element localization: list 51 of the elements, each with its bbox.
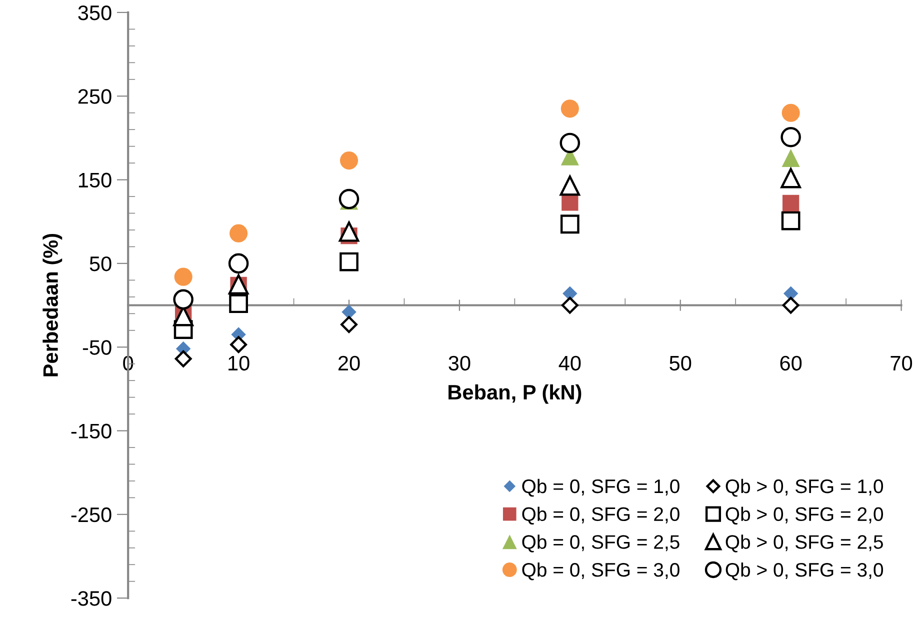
point — [782, 194, 800, 212]
point — [173, 289, 194, 310]
legend-label: Qb = 0, SFG = 3,0 — [522, 562, 680, 580]
x-tick-label: 20 — [338, 356, 360, 371]
point — [230, 336, 248, 354]
point — [174, 350, 192, 368]
legend-label: Qb = 0, SFG = 1,0 — [522, 478, 680, 497]
y-tick-label: -150 — [71, 424, 112, 439]
point — [340, 152, 358, 170]
y-tick-label: -250 — [71, 507, 112, 522]
point — [228, 253, 249, 274]
point — [780, 168, 801, 188]
legend-label: Qb = 0, SFG = 2,5 — [522, 534, 680, 552]
point — [230, 224, 248, 242]
point — [342, 304, 356, 320]
y-tick-label: 150 — [78, 172, 112, 188]
x-tick-label: 40 — [558, 356, 581, 371]
point — [174, 268, 192, 286]
point — [560, 132, 580, 154]
x-axis-title: Beban, P (kN) — [448, 384, 582, 404]
point — [781, 211, 800, 230]
legend-label: Qb > 0, SFG = 2,0 — [726, 506, 884, 525]
point — [560, 176, 580, 196]
legend-label: Qb > 0, SFG = 3,0 — [726, 562, 884, 580]
y-axis-title: Perbedaan (%) — [42, 234, 62, 376]
point — [340, 316, 358, 333]
point — [782, 104, 800, 122]
point — [560, 214, 580, 234]
point — [561, 296, 578, 314]
x-tick-label: 50 — [670, 356, 692, 371]
y-tick-label: 50 — [90, 256, 112, 272]
x-tick-label: 60 — [780, 356, 802, 371]
point — [782, 296, 800, 314]
legend-label: Qb = 0, SFG = 2,0 — [522, 506, 680, 525]
point — [562, 286, 578, 301]
point — [340, 252, 358, 272]
x-tick-label: 10 — [228, 356, 250, 371]
point — [780, 126, 801, 148]
point — [782, 149, 800, 168]
point — [783, 286, 798, 301]
y-tick-label: 350 — [78, 5, 112, 20]
legend-label: Qb > 0, SFG = 1,0 — [726, 478, 884, 497]
y-tick-label: -350 — [71, 591, 112, 606]
x-tick-label: 70 — [890, 356, 912, 371]
y-tick-label: 250 — [78, 89, 112, 104]
x-tick-label: 30 — [448, 356, 470, 371]
point — [338, 222, 360, 242]
legend-label: Qb > 0, SFG = 2,5 — [726, 534, 883, 552]
point — [229, 294, 248, 314]
y-tick-label: -50 — [82, 340, 112, 355]
point — [560, 100, 579, 118]
